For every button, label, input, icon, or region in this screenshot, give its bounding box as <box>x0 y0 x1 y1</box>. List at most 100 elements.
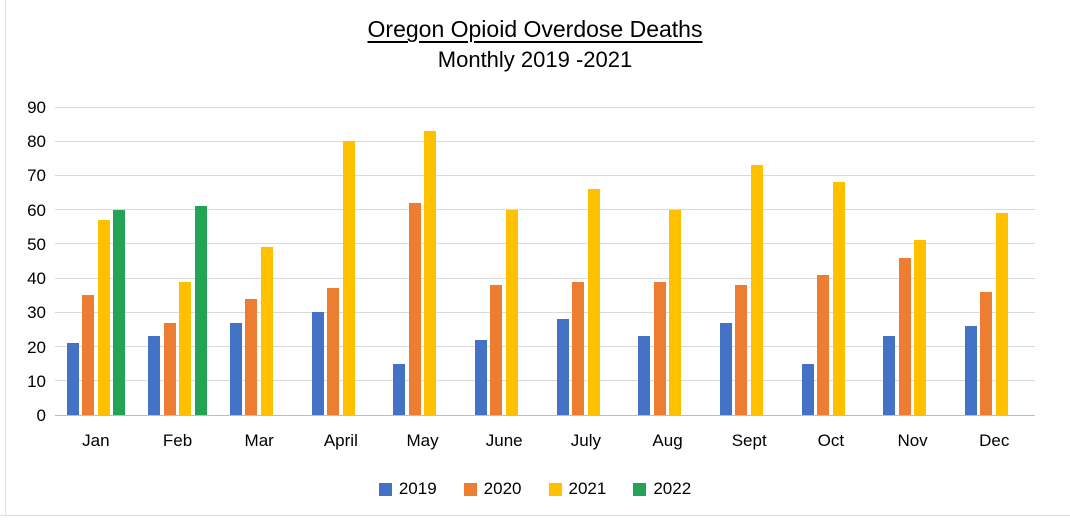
bar-2021-aug <box>669 209 682 415</box>
bar-group-jan <box>55 107 137 415</box>
bar-2021-feb <box>179 281 192 415</box>
bar-2020-mar <box>245 298 258 415</box>
gridline <box>55 174 1035 176</box>
legend-item-2021: 2021 <box>548 479 607 499</box>
chart-title: Oregon Opioid Overdose Deaths <box>367 16 703 42</box>
bar-2019-nov <box>883 336 896 415</box>
bar-2021-jan <box>97 219 110 415</box>
x-axis-label: Feb <box>162 431 193 450</box>
legend-swatch-2022 <box>633 482 647 496</box>
bar-group-april <box>300 107 382 415</box>
legend-item-2019: 2019 <box>378 479 437 499</box>
y-axis-tick-label: 90 <box>27 98 46 117</box>
bar-group-oct <box>790 107 872 415</box>
bar-2020-aug <box>653 281 666 415</box>
bar-2022-feb <box>194 206 207 415</box>
y-axis-tick-label: 30 <box>27 303 46 323</box>
plot-area <box>55 106 1035 416</box>
chart-legend: 2019 2020 2021 2022 <box>0 479 1070 499</box>
x-axis-label: Oct <box>817 431 845 450</box>
bar-2021-dec <box>995 213 1008 415</box>
bar-group-mar <box>218 107 300 415</box>
gridline <box>55 346 1035 348</box>
bar-2021-may <box>424 130 437 415</box>
y-axis-tick-label: 70 <box>27 166 46 186</box>
legend-label: 2020 <box>483 479 522 498</box>
x-axis-label: Dec <box>979 431 1010 450</box>
bar-2020-dec <box>980 291 993 415</box>
bar-2019-aug <box>638 336 651 415</box>
bar-group-nov <box>872 107 954 415</box>
x-axis-label: Aug <box>652 431 683 450</box>
y-axis-tick-label: 50 <box>27 234 46 254</box>
legend-swatch-2020 <box>463 482 477 496</box>
bar-2020-oct <box>817 274 830 415</box>
bar-2021-july <box>587 189 600 415</box>
gridline <box>55 311 1035 313</box>
bar-2019-feb <box>148 336 161 415</box>
x-axis-label: Mar <box>244 431 274 450</box>
legend-label: 2019 <box>398 479 437 498</box>
y-axis-tick-label: 20 <box>27 337 46 357</box>
bar-2022-jan <box>113 209 126 415</box>
bar-2019-april <box>311 312 324 415</box>
legend-swatch-2021 <box>548 482 562 496</box>
gridline <box>55 209 1035 211</box>
bar-2019-july <box>556 319 569 415</box>
bar-2020-may <box>408 202 421 415</box>
x-axis-label: May <box>406 431 439 450</box>
bar-group-july <box>545 107 627 415</box>
bar-2021-april <box>342 141 355 415</box>
gridline <box>55 106 1035 108</box>
x-axis-label: Sept <box>731 431 767 450</box>
legend-item-2022: 2022 <box>633 479 691 499</box>
bar-2019-june <box>474 339 487 415</box>
x-axis-line <box>55 414 1035 416</box>
bar-2019-oct <box>801 363 814 415</box>
bar-2020-sept <box>735 284 748 415</box>
y-axis-tick-label: 80 <box>27 132 46 152</box>
bar-2019-dec <box>964 326 977 415</box>
bar-2019-may <box>393 363 406 415</box>
bar-group-feb <box>137 107 219 415</box>
window-bottom-edge <box>0 515 1070 516</box>
bar-2021-mar <box>260 247 273 415</box>
chart-subtitle: Monthly 2019 -2021 <box>437 47 633 73</box>
y-axis-tick-label: 40 <box>27 269 46 289</box>
bar-group-aug <box>627 107 709 415</box>
gridline <box>55 277 1035 279</box>
legend-swatch-2019 <box>378 482 392 496</box>
bar-group-sept <box>708 107 790 415</box>
legend-item-2020: 2020 <box>463 479 522 499</box>
bar-2021-oct <box>832 182 845 415</box>
x-axis-label: June <box>485 431 523 450</box>
x-axis-label: Jan <box>82 431 110 450</box>
gridline <box>55 140 1035 142</box>
bar-group-june <box>463 107 545 415</box>
x-axis-label: Nov <box>897 431 928 450</box>
bar-2019-mar <box>229 322 242 415</box>
bar-2019-sept <box>719 322 732 415</box>
gridline <box>55 380 1035 382</box>
bar-2020-april <box>327 288 340 415</box>
window-left-edge <box>5 0 6 516</box>
bar-2021-nov <box>914 240 927 415</box>
legend-label: 2021 <box>568 479 607 498</box>
bar-2021-june <box>505 209 518 415</box>
bar-group-may <box>382 107 464 415</box>
bar-2020-june <box>490 284 503 415</box>
y-axis-tick-label: 10 <box>27 371 46 391</box>
bar-2020-jan <box>82 295 95 415</box>
bar-2021-sept <box>750 165 763 415</box>
y-axis-tick-label: 60 <box>27 200 46 220</box>
bar-2020-nov <box>898 257 911 415</box>
x-axis: Jan Feb Mar April May June July Aug Sept Oct Nov De… <box>55 431 1035 451</box>
chart-title-block: Oregon Opioid Overdose Deaths Monthly 20… <box>0 14 1070 75</box>
gridline <box>55 243 1035 245</box>
x-axis-label: April <box>323 431 358 450</box>
bar-2020-july <box>572 281 585 415</box>
bar-2020-feb <box>163 322 176 415</box>
legend-label: 2022 <box>653 479 692 498</box>
x-axis-label: July <box>570 431 601 450</box>
